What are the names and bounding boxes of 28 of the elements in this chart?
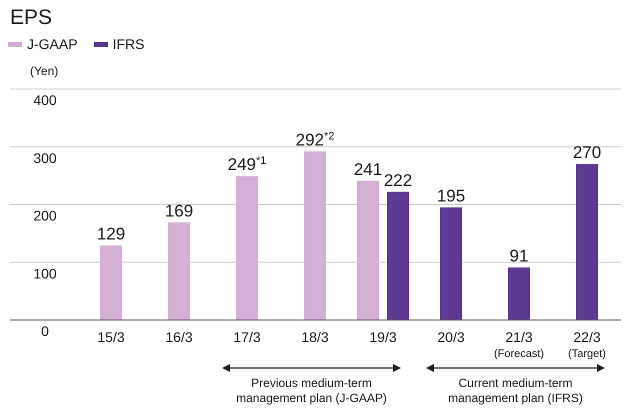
x-tick-label: 20/3 xyxy=(437,329,465,345)
x-tick-label: 21/3 (Forecast) xyxy=(494,329,544,360)
x-tick-label: 15/3 xyxy=(97,329,125,345)
x-tick-label: 18/3 xyxy=(301,329,329,345)
y-tick-label: 100 xyxy=(33,265,57,282)
y-tick-label: 200 xyxy=(33,208,57,224)
data-label: 169 xyxy=(164,201,194,220)
chart-title: EPS xyxy=(10,6,52,30)
legend-label: IFRS xyxy=(112,36,144,52)
data-label: 249$^{*1}$ xyxy=(228,155,266,174)
data-label: 129 xyxy=(96,224,126,244)
text: Previous medium-term management plan (J-GAAP) xyxy=(235,376,388,406)
x-tick-label: 22/3 (Target) xyxy=(568,329,606,360)
y-axis-title: (Yen) xyxy=(30,64,58,78)
x-tick-label: 19/3 xyxy=(369,329,397,345)
data-label: 270 xyxy=(572,143,602,162)
y-tick-label: 300 xyxy=(33,150,57,166)
data-label: 241 xyxy=(354,160,382,179)
text: Current medium-term management plan (IFRS) xyxy=(447,376,584,406)
data-label: 195 xyxy=(436,186,466,206)
y-tick-label: 400 xyxy=(33,92,57,108)
data-label: 292$^{*2}$ xyxy=(296,130,334,150)
data-label: 222 xyxy=(384,170,412,190)
legend-label: J-GAAP xyxy=(26,36,78,52)
y-tick-label: 0 xyxy=(41,323,50,339)
x-tick-label: 16/3 xyxy=(165,329,193,345)
data-label: 91 xyxy=(510,246,528,266)
x-tick-label: 17/3 xyxy=(233,329,261,345)
